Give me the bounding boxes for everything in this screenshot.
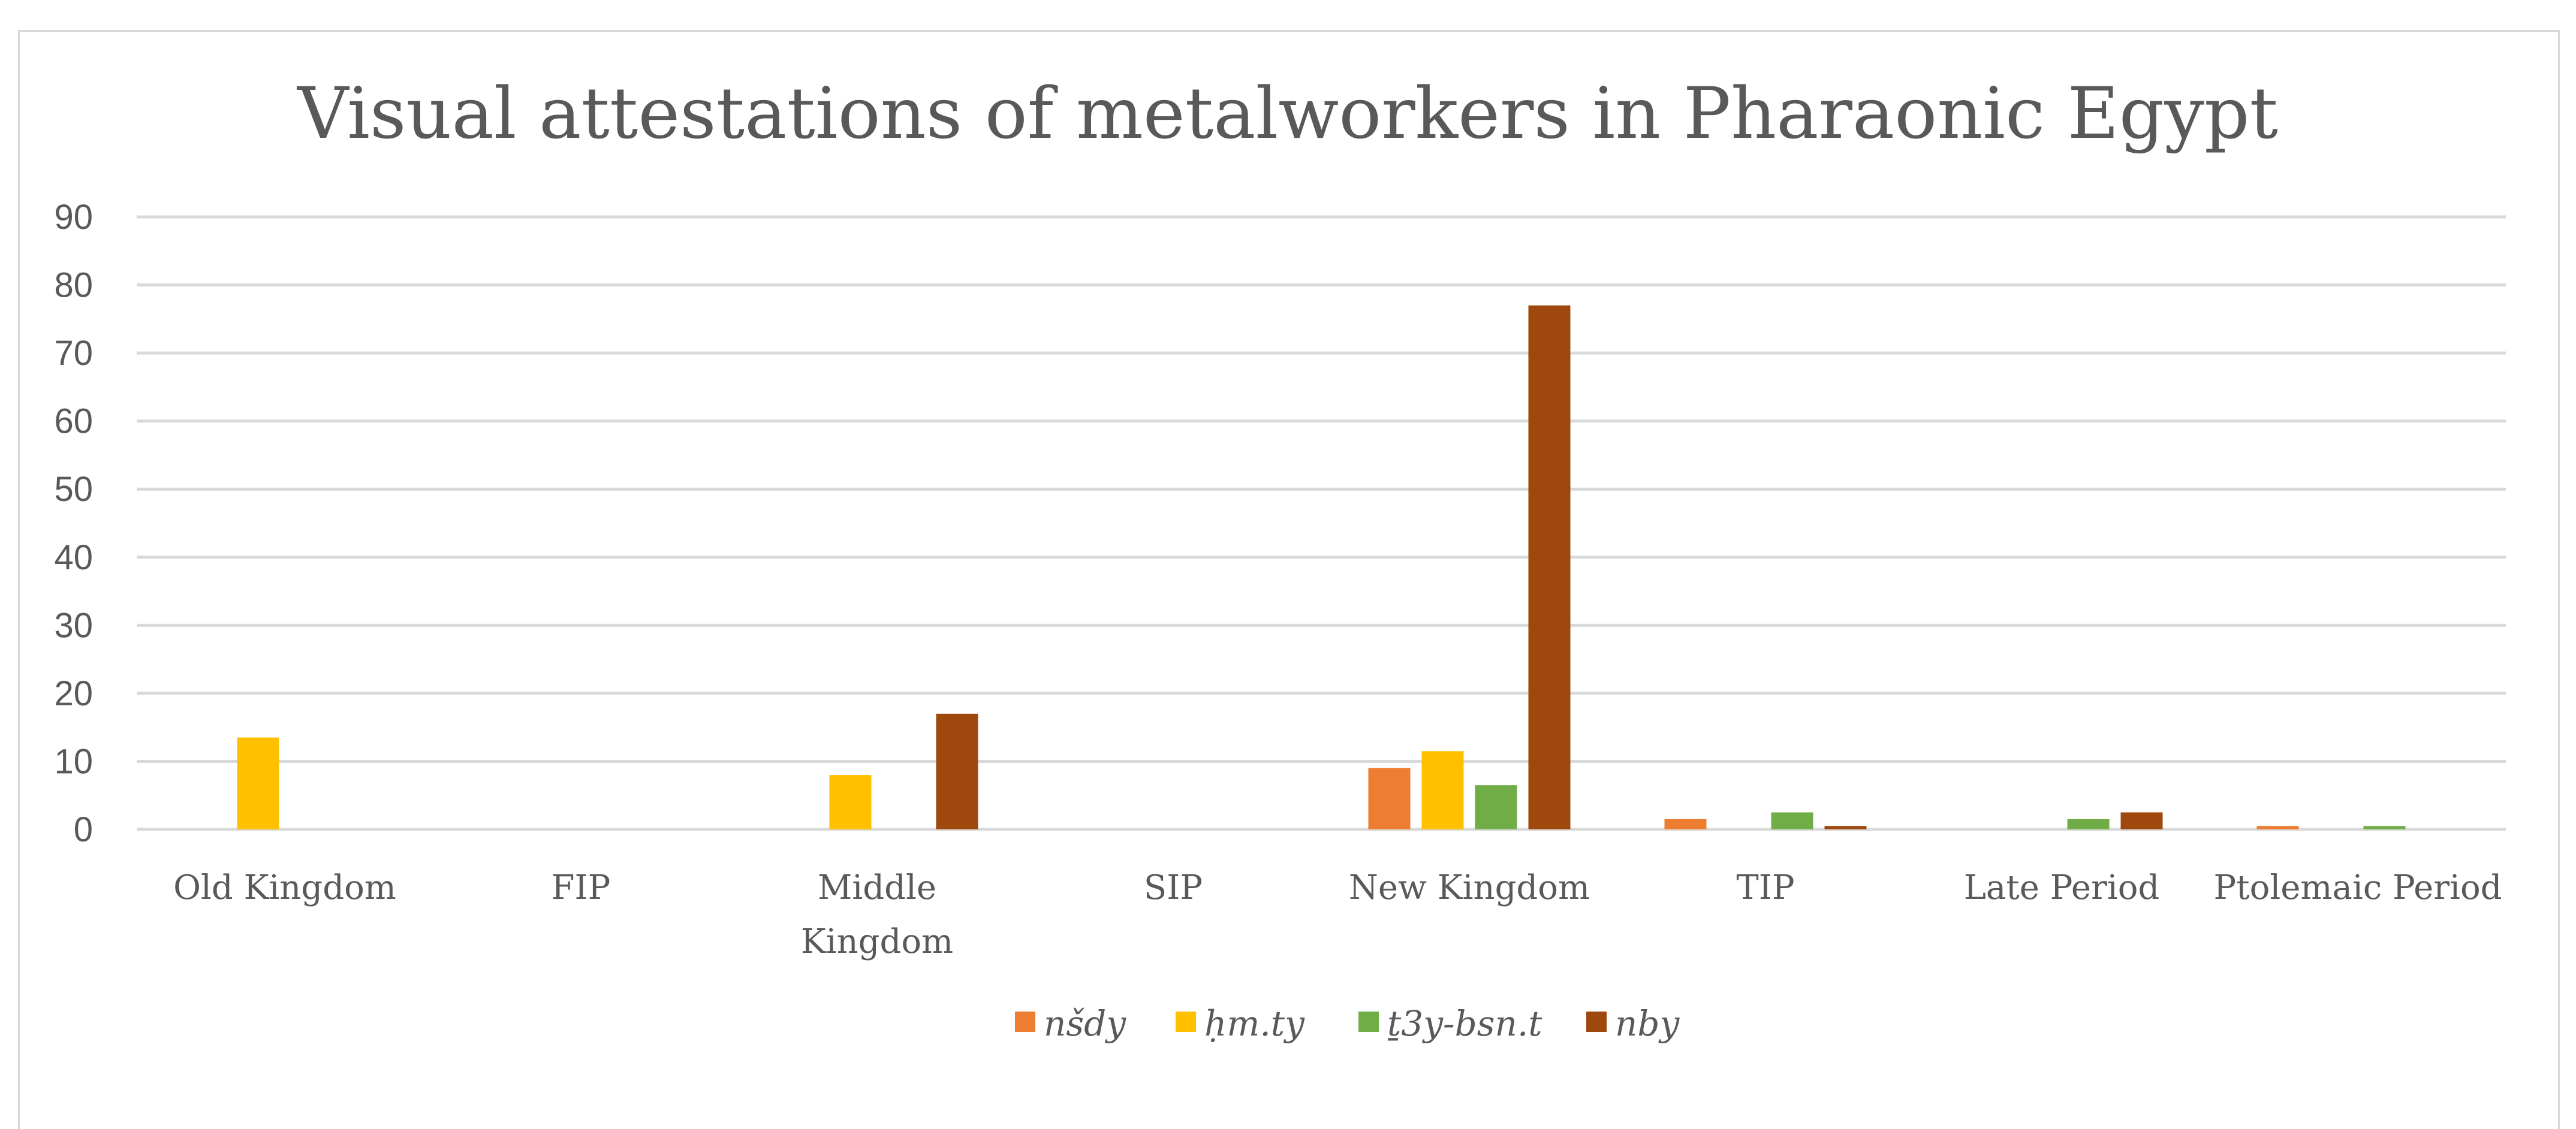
x-tick-label: Old Kingdom [173, 868, 396, 907]
bar-ṯ3y-bsn.t [1475, 785, 1517, 829]
y-tick-label: 40 [54, 538, 93, 577]
bar-nšdy [1368, 768, 1411, 829]
chart-area [18, 30, 2560, 1129]
x-tick-label: New Kingdom [1349, 868, 1590, 907]
legend-label: ṯ3y-bsn.t [1387, 1003, 1542, 1044]
legend-label: ḥm.ty [1204, 1003, 1305, 1044]
x-tick-label: Ptolemaic Period [2213, 868, 2502, 907]
x-tick-label: SIP [1144, 868, 1203, 907]
y-tick-label: 70 [54, 334, 93, 373]
y-tick-label: 10 [54, 742, 93, 781]
bar-nšdy [2256, 826, 2299, 829]
x-tick-label: FIP [552, 868, 611, 907]
bar-nby [2120, 812, 2163, 829]
bar-ḥm.ty [829, 775, 872, 829]
bar-ḥm.ty [1421, 751, 1464, 829]
y-tick-label: 50 [54, 470, 93, 509]
bar-ṯ3y-bsn.t [2067, 819, 2110, 829]
x-tick-label: Late Period [1964, 868, 2160, 907]
bar-nby [936, 713, 978, 829]
y-axis-ticks: 0 10 20 30 40 50 60 70 80 90 [54, 198, 93, 849]
bar-nby [1824, 826, 1867, 829]
y-tick-label: 60 [54, 402, 93, 441]
y-tick-label: 90 [54, 198, 93, 237]
bars [237, 305, 2406, 830]
x-tick-label: Middle [818, 868, 936, 907]
x-axis-ticks: Old Kingdom FIP Middle Kingdom SIP New Kingdo… [173, 868, 2502, 961]
legend-swatch-ḥm.ty [1176, 1012, 1196, 1032]
bar-ḥm.ty [237, 737, 279, 829]
legend-swatch-nby [1586, 1012, 1607, 1032]
bar-ṯ3y-bsn.t [1771, 812, 1813, 829]
y-tick-label: 30 [54, 606, 93, 645]
legend: nšdy ḥm.ty ṯ3y-bsn.t nby [1015, 1003, 1680, 1044]
bar-nšdy [1664, 819, 1707, 829]
legend-label: nby [1615, 1003, 1680, 1044]
bar-ṯ3y-bsn.t [2363, 826, 2406, 829]
y-tick-label: 0 [74, 810, 93, 849]
bar-nby [1528, 305, 1571, 830]
gridlines [137, 215, 2506, 831]
y-tick-label: 80 [54, 266, 93, 305]
x-tick-label: Kingdom [801, 922, 953, 961]
legend-label: nšdy [1044, 1003, 1126, 1044]
legend-swatch-nšdy [1015, 1012, 1035, 1032]
y-tick-label: 20 [54, 674, 93, 713]
chart-title: Visual attestations of metalworkers in P… [296, 72, 2278, 155]
x-tick-label: TIP [1736, 868, 1794, 907]
legend-swatch-ṯ3y-bsn.t [1358, 1012, 1379, 1032]
